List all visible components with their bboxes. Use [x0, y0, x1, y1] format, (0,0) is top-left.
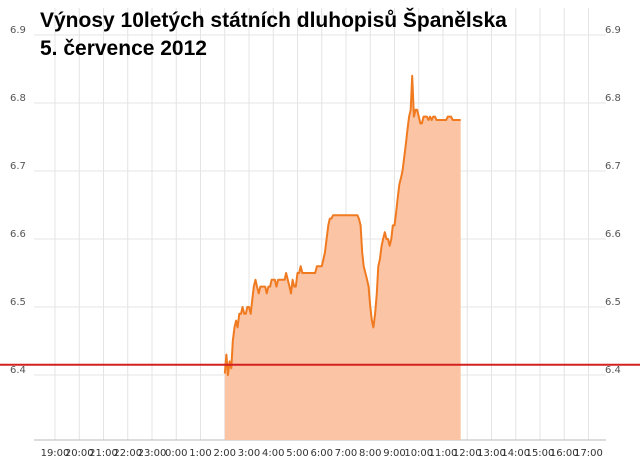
y-tick-label-left: 6.7	[10, 161, 26, 172]
x-tick-label: 15:00	[526, 448, 555, 459]
y-tick-label-left: 6.9	[10, 25, 26, 36]
x-tick-label: 12:00	[453, 448, 482, 459]
y-axis-right: 6.4 6.5 6.6 6.7 6.8 6.9	[605, 25, 621, 376]
x-tick-label: 23:00	[138, 448, 167, 459]
series-area	[223, 74, 461, 441]
x-tick-label: 5:00	[286, 448, 308, 459]
series-line	[223, 74, 461, 376]
chart-subtitle: 5. července 2012	[40, 37, 207, 60]
y-tick-label-left: 6.8	[10, 93, 26, 104]
x-tick-label: 8:00	[359, 448, 381, 459]
x-tick-label: 17:00	[574, 448, 603, 459]
x-tick-label: 1:00	[189, 448, 211, 459]
y-tick-label-right: 6.7	[605, 161, 621, 172]
x-tick-label: 19:00	[41, 448, 70, 459]
x-tick-label: 13:00	[477, 448, 506, 459]
x-tick-label: 10:00	[404, 448, 433, 459]
y-tick-label-right: 6.4	[605, 365, 621, 376]
x-tick-label: 3:00	[238, 448, 260, 459]
x-tick-label: 6:00	[311, 448, 333, 459]
series-area-fill	[224, 75, 461, 441]
x-tick-label: 16:00	[550, 448, 579, 459]
y-tick-label-left: 6.4	[10, 365, 26, 376]
y-axis-left: 6.4 6.5 6.6 6.7 6.8 6.9	[10, 25, 26, 376]
x-tick-label: 21:00	[89, 448, 118, 459]
chart-title: Výnosy 10letých státních dluhopisů Španě…	[40, 9, 507, 32]
x-tick-label: 22:00	[113, 448, 142, 459]
x-tick-label: 9:00	[383, 448, 405, 459]
x-tick-label: 20:00	[65, 448, 94, 459]
x-tick-label: 7:00	[335, 448, 357, 459]
y-tick-label-right: 6.6	[605, 229, 621, 240]
x-tick-label: 0:00	[165, 448, 187, 459]
y-tick-label-right: 6.9	[605, 25, 621, 36]
y-tick-label-right: 6.5	[605, 297, 621, 308]
x-tick-label: 14:00	[501, 448, 530, 459]
y-tick-label-left: 6.5	[10, 297, 26, 308]
y-tick-label-left: 6.6	[10, 229, 26, 240]
x-tick-label: 11:00	[429, 448, 458, 459]
x-tick-label: 2:00	[214, 448, 236, 459]
y-tick-label-right: 6.8	[605, 93, 621, 104]
x-tick-label: 4:00	[262, 448, 284, 459]
